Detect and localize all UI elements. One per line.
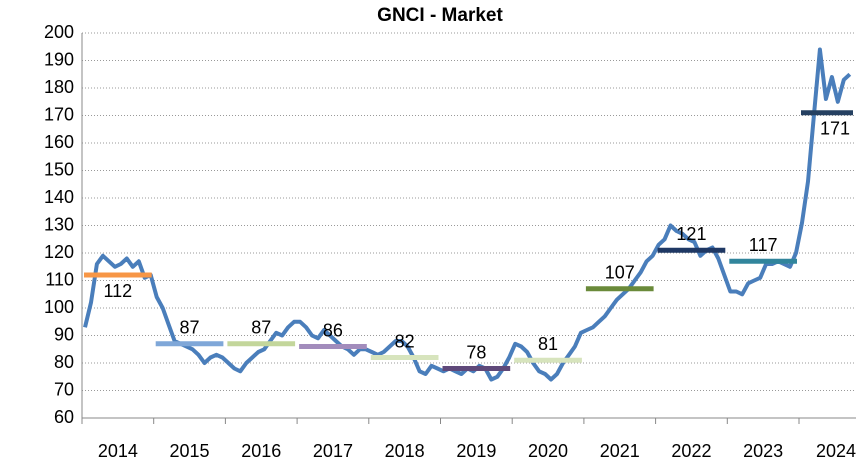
average-bar — [657, 247, 726, 253]
y-tick-label: 90 — [54, 324, 74, 344]
x-tick-label: 2020 — [528, 441, 568, 461]
average-label: 81 — [538, 334, 558, 354]
average-bar — [84, 272, 152, 278]
average-bar — [514, 357, 582, 363]
average-label: 112 — [103, 281, 132, 301]
x-tick-label: 2019 — [456, 441, 496, 461]
average-label: 107 — [605, 263, 635, 283]
average-bar — [299, 344, 367, 349]
average-bar — [442, 366, 511, 371]
average-bar — [585, 286, 654, 292]
x-tick-label: 2016 — [241, 441, 281, 461]
x-tick-label: 2021 — [600, 441, 640, 461]
y-tick-label: 170 — [44, 104, 74, 124]
average-label: 121 — [676, 224, 706, 244]
average-label: 86 — [323, 320, 343, 340]
average-label: 171 — [820, 119, 850, 139]
y-tick-label: 150 — [44, 159, 74, 179]
x-tick-label: 2022 — [671, 441, 711, 461]
average-bar — [801, 110, 853, 116]
x-tick-label: 2023 — [743, 441, 783, 461]
average-bar — [370, 355, 439, 360]
y-tick-label: 70 — [54, 379, 74, 399]
y-tick-label: 200 — [44, 22, 74, 42]
x-tick-label: 2018 — [385, 441, 425, 461]
chart-title: GNCI - Market — [377, 5, 503, 26]
average-label: 82 — [395, 331, 415, 351]
y-tick-label: 60 — [54, 407, 74, 427]
y-tick-label: 130 — [44, 214, 74, 234]
average-label: 78 — [466, 342, 486, 362]
y-tick-label: 120 — [44, 242, 74, 262]
y-tick-label: 100 — [44, 297, 74, 317]
average-label: 117 — [749, 235, 778, 255]
average-label: 87 — [251, 318, 271, 338]
average-bar — [227, 341, 296, 347]
x-tick-label: 2024 — [816, 441, 856, 461]
market-line — [83, 47, 852, 382]
x-tick-label: 2015 — [170, 441, 210, 461]
x-tick-label: 2017 — [313, 441, 353, 461]
y-tick-label: 160 — [44, 132, 74, 152]
x-tick-label: 2014 — [98, 441, 138, 461]
average-label: 87 — [180, 318, 200, 338]
average-bar — [155, 341, 224, 347]
y-tick-label: 190 — [44, 49, 74, 69]
y-tick-label: 80 — [54, 352, 74, 372]
average-bar — [729, 258, 797, 264]
y-tick-label: 140 — [44, 187, 74, 207]
y-tick-label: 110 — [45, 269, 74, 289]
y-tick-label: 180 — [44, 77, 74, 97]
